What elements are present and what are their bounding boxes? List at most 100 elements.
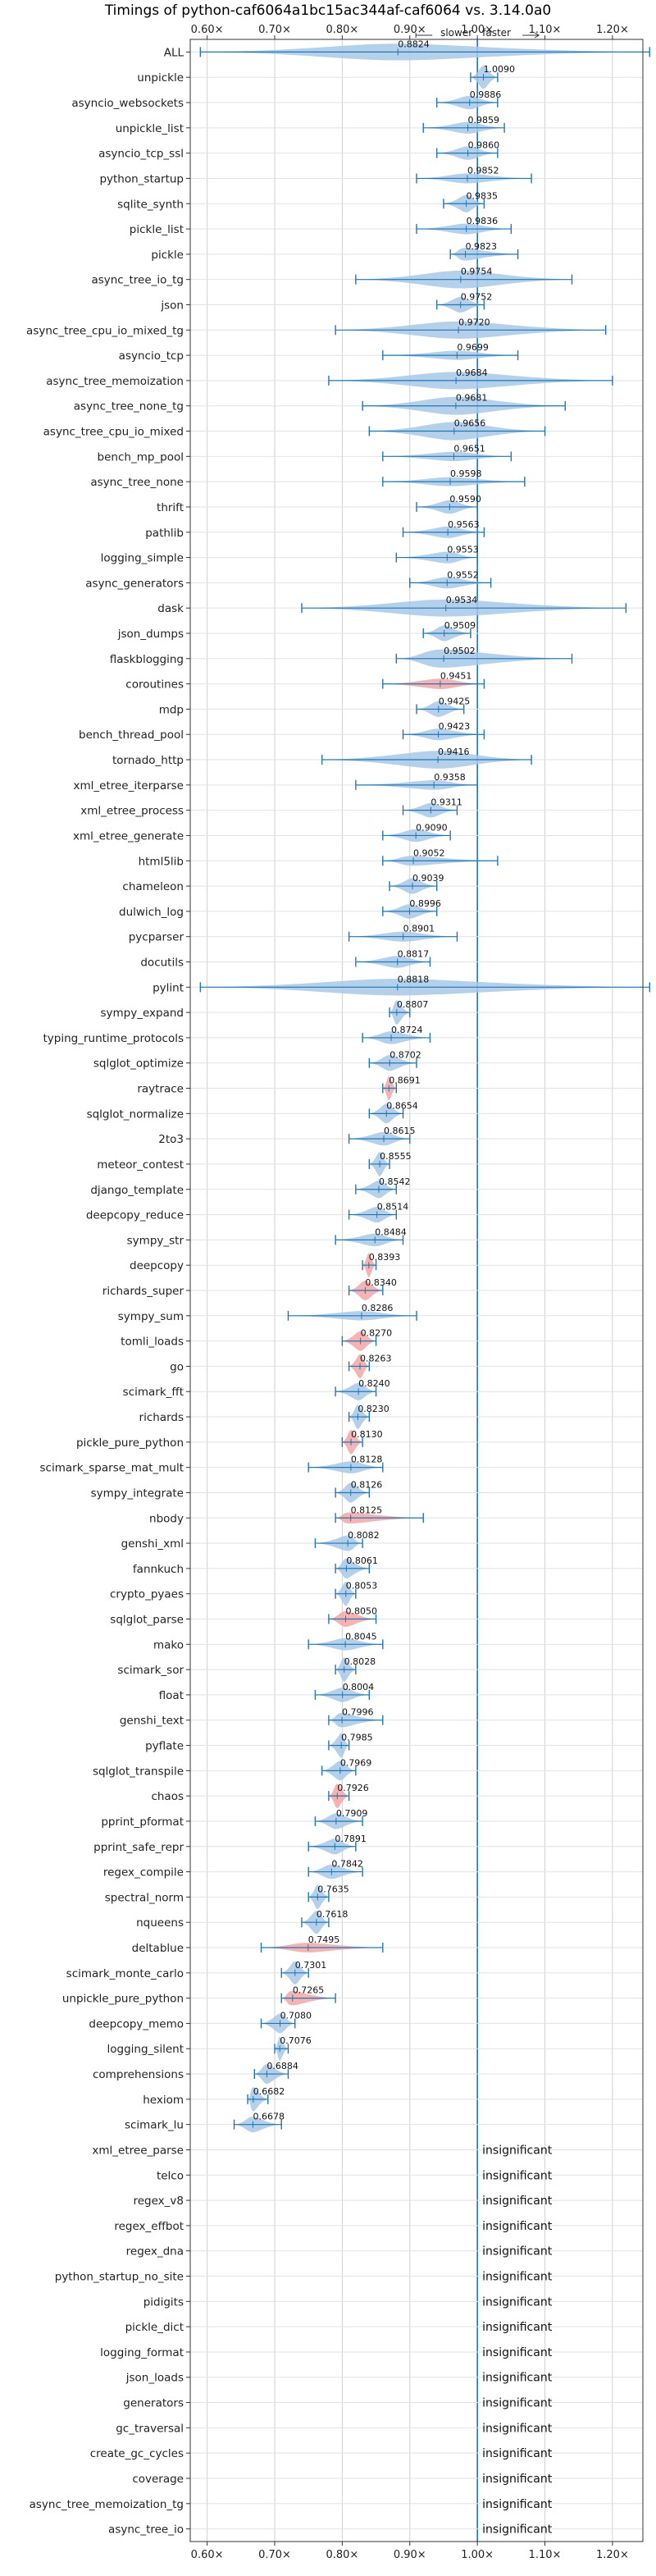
value-label: 0.7495 <box>308 1934 340 1945</box>
row-label: mdp <box>159 703 184 716</box>
row-label: pickle_dict <box>125 2321 184 2334</box>
benchmark-row: pyflate 0.7985 <box>145 1733 643 1758</box>
value-label: 0.7265 <box>293 1985 325 1996</box>
value-label: 0.9681 <box>456 393 488 404</box>
benchmark-row: sqlglot_transpile 0.7969 <box>93 1757 643 1781</box>
row-label: async_tree_memoization <box>46 375 184 388</box>
row-label: nbody <box>149 1512 184 1525</box>
row-label: sqlglot_parse <box>110 1614 184 1627</box>
value-label: 0.6884 <box>266 2061 298 2071</box>
value-label: 0.9090 <box>416 822 448 833</box>
benchmark-row: dulwich_log 0.8996 <box>119 898 643 919</box>
insignificant-label: insignificant <box>482 2523 553 2537</box>
row-label: dulwich_log <box>119 906 184 919</box>
value-label: 0.8053 <box>346 1581 378 1592</box>
value-label: 0.8555 <box>380 1151 412 1162</box>
benchmark-row: sympy_integrate 0.8126 <box>91 1479 643 1503</box>
row-label: sympy_expand <box>100 1007 184 1020</box>
benchmark-row: async_tree_cpu_io_mixed_tg 0.9720 <box>26 317 643 339</box>
value-label: 0.7080 <box>280 2010 312 2021</box>
value-label: 0.8128 <box>351 1455 383 1465</box>
benchmark-row: xml_etree_generate 0.9090 <box>73 822 643 843</box>
row-label: logging_simple <box>101 552 184 565</box>
benchmark-row: scimark_sparse_mat_mult 0.8128 <box>40 1455 643 1475</box>
benchmark-row: pickle_list 0.9836 <box>130 216 643 236</box>
row-label: python_startup_no_site <box>55 2271 184 2284</box>
row-label: unpickle_pure_python <box>62 1993 184 2006</box>
x-tick-label-top: 0.60× <box>191 24 224 36</box>
x-tick-label-bottom: 0.60× <box>191 2549 224 2561</box>
row-label: pickle_list <box>130 223 184 236</box>
value-label: 0.7618 <box>317 1909 348 1920</box>
insignificant-label: insignificant <box>482 2295 553 2309</box>
value-label: 0.8702 <box>390 1050 421 1061</box>
benchmark-row: pathlib 0.9563 <box>145 519 643 540</box>
row-label: json_loads <box>125 2372 184 2385</box>
benchmark-row: bench_mp_pool 0.9651 <box>98 443 643 464</box>
value-label: 0.6678 <box>253 2112 285 2122</box>
benchmark-row: nqueens 0.7618 <box>136 1909 643 1934</box>
benchmark-row: coroutines 0.9451 <box>125 671 643 692</box>
value-label: 0.9052 <box>413 847 445 858</box>
value-label: 0.8130 <box>351 1429 383 1440</box>
value-label: 0.8691 <box>389 1076 421 1086</box>
x-axis: 0.60× 0.60× 0.70× 0.70× 0.80× 0.80× 0.90× 0.90×… <box>191 24 629 2561</box>
benchmark-row: deepcopy_memo 0.7080 <box>89 2010 643 2034</box>
benchmark-row: hexiom 0.6682 <box>143 2086 643 2112</box>
benchmark-row: logging_simple 0.9553 <box>101 545 643 565</box>
value-label: 0.8514 <box>377 1202 409 1213</box>
x-tick-label-top: 0.80× <box>326 24 358 36</box>
value-label: 0.9423 <box>439 721 471 732</box>
row-label: xml_etree_generate <box>73 829 184 843</box>
benchmark-row: go 0.8263 <box>170 1353 643 1379</box>
benchmark-row: xml_etree_parse insignificant <box>92 2144 643 2157</box>
benchmark-row: sqlite_synth 0.9835 <box>117 190 643 212</box>
value-label: 0.8542 <box>379 1176 411 1187</box>
value-label: 0.9886 <box>470 89 502 100</box>
value-label: 0.8340 <box>365 1277 397 1288</box>
benchmark-row: regex_compile 0.7842 <box>103 1859 643 1879</box>
benchmark-row: flaskblogging 0.9502 <box>110 646 643 668</box>
insignificant-label: insignificant <box>482 2169 553 2182</box>
value-label: 0.8050 <box>345 1606 377 1617</box>
insignificant-label: insignificant <box>482 2271 553 2284</box>
value-label: 0.9311 <box>430 797 462 808</box>
benchmark-row: docutils 0.8817 <box>140 948 643 969</box>
value-label: 0.8824 <box>398 39 429 49</box>
benchmark-row: json 0.9752 <box>160 291 643 313</box>
benchmark-row: async_tree_none 0.9598 <box>90 468 643 489</box>
row-label: chameleon <box>122 880 184 893</box>
insignificant-label: insignificant <box>482 2220 553 2233</box>
insignificant-label: insignificant <box>482 2144 553 2157</box>
value-label: 0.9552 <box>447 569 479 580</box>
value-label: 0.7996 <box>342 1707 374 1718</box>
row-label: comprehensions <box>93 2068 184 2081</box>
value-label: 0.8817 <box>398 948 430 959</box>
value-label: 0.9425 <box>439 696 471 706</box>
row-label: async_tree_none <box>90 476 184 489</box>
benchmark-row: genshi_text 0.7996 <box>120 1707 643 1728</box>
benchmark-row: regex_dna insignificant <box>126 2245 643 2259</box>
value-label: 0.8807 <box>397 999 429 1010</box>
row-label: 2to3 <box>158 1133 184 1146</box>
row-label: async_tree_io_tg <box>91 274 184 287</box>
benchmark-row: async_generators 0.9552 <box>85 569 643 590</box>
value-label: 0.8125 <box>351 1505 383 1515</box>
benchmark-row: sympy_expand 0.8807 <box>100 999 643 1025</box>
value-label: 0.8045 <box>345 1631 377 1642</box>
row-label: async_tree_cpu_io_mixed <box>43 426 184 439</box>
value-label: 0.8901 <box>403 924 435 934</box>
value-label: 0.9720 <box>458 317 490 327</box>
insignificant-label: insignificant <box>482 2447 553 2460</box>
value-label: 0.8240 <box>358 1378 390 1389</box>
value-label: 0.8230 <box>358 1404 390 1414</box>
benchmark-row: sqlglot_optimize 0.8702 <box>93 1050 643 1071</box>
benchmark-row: logging_format insignificant <box>100 2346 643 2359</box>
value-label: 0.9823 <box>466 241 498 252</box>
insignificant-label: insignificant <box>482 2397 553 2410</box>
value-label: 0.9852 <box>467 165 499 176</box>
row-label: deepcopy_reduce <box>86 1209 184 1222</box>
benchmark-row: html5lib 0.9052 <box>139 847 643 868</box>
value-label: 1.0090 <box>484 64 516 75</box>
